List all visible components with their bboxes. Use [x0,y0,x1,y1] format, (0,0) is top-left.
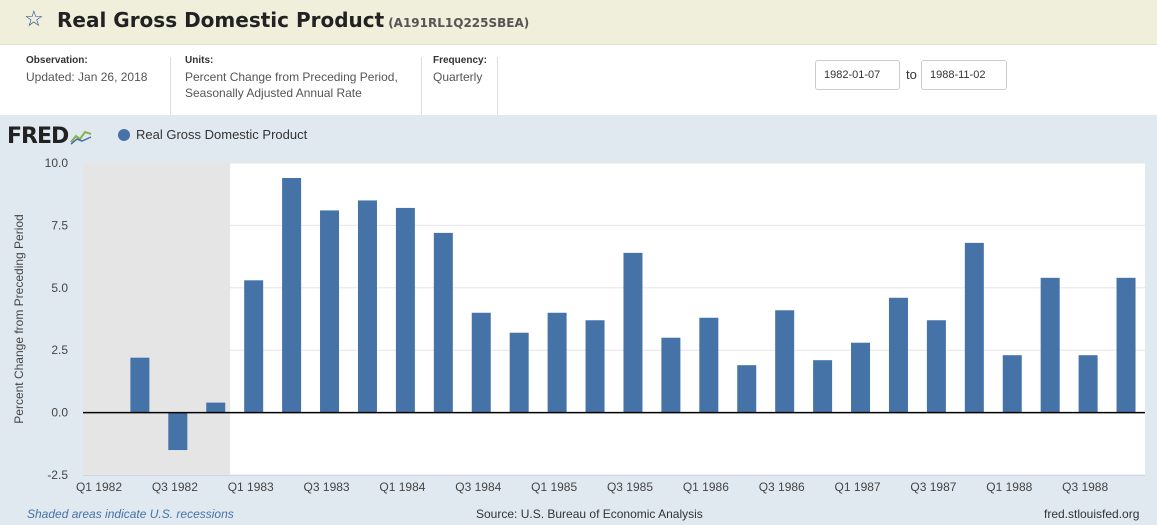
units-line-1: Percent Change from Preceding Period, [185,70,398,84]
title-bar: ☆ Real Gross Domestic Product (A191RL1Q22… [0,0,1157,45]
x-tick-label: Q3 1986 [759,480,805,494]
bar-q1-1988[interactable] [1002,355,1022,413]
x-tick-label: Q1 1986 [683,480,729,494]
bar-q4-1987[interactable] [964,242,984,413]
bar-q2-1984[interactable] [433,232,453,413]
end-date-input[interactable]: 1988-11-02 [921,60,1007,90]
y-tick-label: 10.0 [45,156,69,170]
bar-chart: 10.0 7.5 5.0 2.5 0.0 -2.5 Q1 1982 Q3 1982 Q1 19… [12,156,1145,494]
bar-q4-1985[interactable] [661,337,681,413]
observation-value: Updated: Jan 26, 2018 [26,70,148,84]
observation-block: Observation: Updated: Jan 26, 2018 [26,55,147,85]
bar-q3-1983[interactable] [320,210,340,413]
page-title: Real Gross Domestic Product (A191RL1Q225S… [57,8,529,32]
fred-logo-text: FRED [7,124,69,149]
metadata-panel: Observation: Updated: Jan 26, 2018 Units… [0,45,1157,115]
observation-label: Observation: [26,55,88,66]
y-axis-label: Percent Change from Preceding Period [12,214,26,423]
y-tick-label: -2.5 [47,468,68,482]
fred-logo: FRED [7,124,94,149]
bar-q3-1988[interactable] [1078,355,1098,413]
x-tick-label: Q1 1983 [228,480,274,494]
bar-q4-1988[interactable] [1116,277,1136,413]
fred-chart-icon [69,127,94,145]
bar-q3-1984[interactable] [471,312,491,413]
x-tick-label: Q1 1984 [379,480,425,494]
bar-q4-1982[interactable] [206,402,226,413]
bar-q3-1986[interactable] [775,310,795,413]
x-tick-label: Q3 1983 [304,480,350,494]
start-date-input[interactable]: 1982-01-07 [815,60,900,90]
x-tick-label: Q3 1985 [607,480,653,494]
divider [170,57,171,115]
frequency-label: Frequency: [433,55,487,66]
bar-q2-1982[interactable] [130,357,150,413]
x-tick-label: Q3 1988 [1062,480,1108,494]
x-tick-label: Q3 1987 [910,480,956,494]
x-tick-label: Q3 1982 [152,480,198,494]
series-id: (A191RL1Q225SBEA) [388,16,530,30]
series-title: Real Gross Domestic Product [57,8,385,32]
frequency-block: Frequency: Quarterly [433,55,487,85]
bar-q1-1984[interactable] [395,207,415,413]
star-icon[interactable]: ☆ [24,6,44,31]
bar-q1-1983[interactable] [244,280,264,413]
plot-background [83,163,1145,475]
bar-q4-1983[interactable] [357,200,377,413]
divider [497,57,498,115]
bar-q2-1986[interactable] [737,365,757,413]
recession-shading [83,163,231,475]
units-block: Units: Percent Change from Preceding Per… [185,55,398,101]
x-tick-label: Q3 1984 [455,480,501,494]
y-tick-label: 2.5 [51,343,68,357]
bar-q2-1985[interactable] [585,320,605,413]
bar-q3-1987[interactable] [926,320,946,413]
bar-q2-1983[interactable] [282,177,302,413]
y-tick-label: 0.0 [51,406,68,420]
frequency-value: Quarterly [433,70,483,84]
recession-footnote: Shaded areas indicate U.S. recessions [27,507,234,521]
divider [421,57,422,115]
legend-label[interactable]: Real Gross Domestic Product [136,127,308,142]
source-footnote[interactable]: Source: U.S. Bureau of Economic Analysis [476,507,703,521]
site-footnote[interactable]: fred.stlouisfed.org [1044,507,1140,521]
graph-area: FRED Real Gross Domestic Product 10.0 7.5… [0,115,1157,525]
bar-q3-1982[interactable] [168,412,188,451]
bar-q4-1986[interactable] [813,360,833,413]
x-tick-label: Q1 1985 [531,480,577,494]
units-line-2: Seasonally Adjusted Annual Rate [185,86,362,100]
bar-q1-1987[interactable] [851,342,871,413]
bar-q3-1985[interactable] [623,252,643,413]
legend-marker [118,129,130,141]
x-tick-label: Q1 1987 [835,480,881,494]
x-tick-label: Q1 1988 [986,480,1032,494]
bar-q1-1985[interactable] [547,312,567,413]
to-label: to [906,67,917,82]
units-label: Units: [185,55,214,66]
bar-q2-1988[interactable] [1040,277,1060,413]
bar-q2-1987[interactable] [888,297,908,413]
bar-q1-1986[interactable] [699,317,719,413]
y-tick-label: 7.5 [51,218,68,232]
bar-q4-1984[interactable] [509,332,529,413]
x-tick-label: Q1 1982 [76,480,122,494]
y-tick-label: 5.0 [51,281,68,295]
